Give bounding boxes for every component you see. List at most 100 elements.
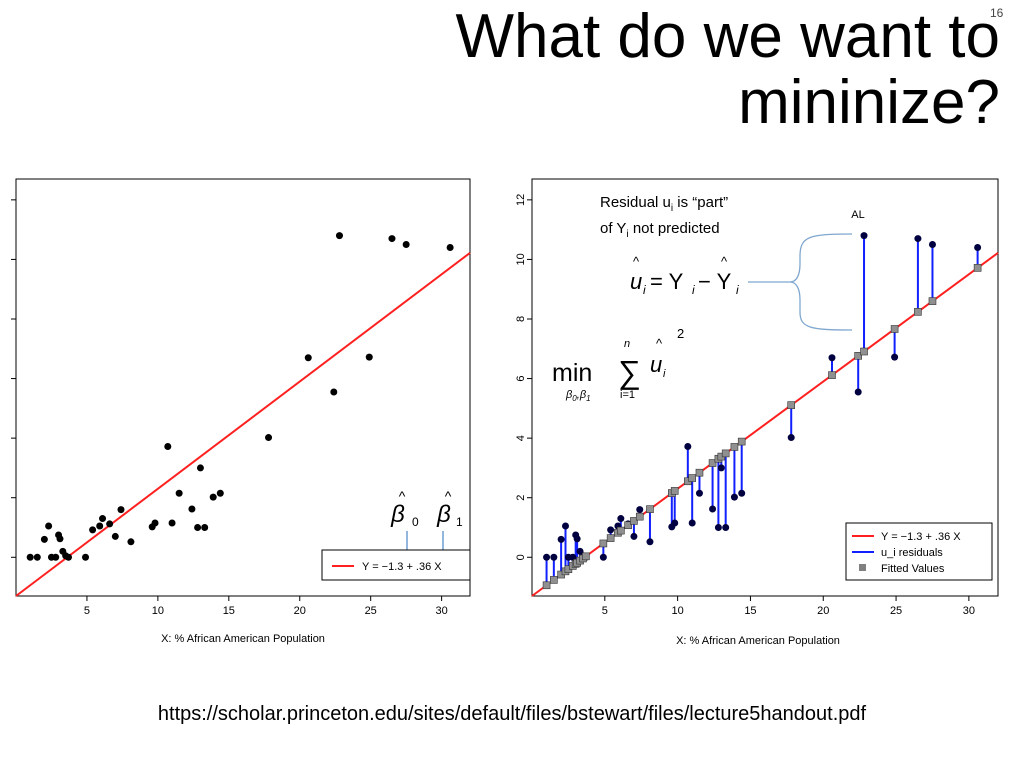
data-point — [335, 232, 343, 240]
data-point — [599, 553, 607, 561]
beta1-annotation: ^ β 1 — [436, 488, 463, 560]
x-tick-label: 10 — [672, 605, 684, 617]
data-point — [52, 553, 60, 561]
beta1-symbol: β — [436, 501, 451, 528]
fitted-value — [708, 459, 717, 467]
data-point — [365, 353, 373, 361]
data-point — [860, 232, 868, 240]
fitted-value — [730, 443, 739, 451]
fitted-value — [670, 487, 679, 495]
data-point — [695, 489, 703, 497]
al-label: AL — [851, 209, 864, 221]
title-line-2: mininize? — [738, 68, 1000, 137]
beta1-sub: 1 — [456, 515, 463, 529]
data-point — [196, 464, 204, 472]
y-tick-label: 4 — [515, 435, 527, 441]
legend-fit-label: Y = −1.3 + .36 X — [881, 531, 961, 543]
data-point — [646, 538, 654, 546]
y-tick-label: 10 — [515, 253, 527, 265]
beta1-hat: ^ — [445, 488, 452, 504]
residual-equation: ^ u i = Y i ^ − Y i — [630, 254, 790, 297]
fitted-value — [635, 512, 644, 521]
data-point — [194, 523, 202, 531]
x-tick-label: 15 — [223, 605, 235, 617]
fitted-value — [721, 449, 730, 458]
x-tick-label: 5 — [602, 605, 608, 617]
data-point — [738, 489, 746, 497]
data-point — [854, 388, 862, 396]
beta0-hat: ^ — [399, 488, 406, 504]
x-tick-label: 5 — [84, 605, 90, 617]
sum-lower: i=1 — [620, 389, 635, 401]
data-point — [304, 354, 312, 362]
regression-line — [15, 252, 471, 597]
fitted-value — [860, 347, 868, 356]
fitted-value — [550, 576, 558, 584]
residual-brace — [789, 233, 853, 331]
sum-upper: n — [624, 338, 630, 350]
data-point — [828, 354, 836, 362]
data-point — [216, 489, 224, 497]
x-tick-label: 25 — [365, 605, 377, 617]
eq-minus-y: − Y — [698, 269, 732, 294]
min-word: min — [552, 359, 592, 387]
x-tick-label: 15 — [744, 605, 756, 617]
data-point — [265, 434, 273, 442]
x-tick-label: 30 — [963, 605, 975, 617]
fitted-value — [646, 505, 654, 513]
data-point — [127, 538, 135, 546]
fitted-value — [854, 352, 863, 360]
legend-resid-label: u_i residuals — [881, 547, 943, 559]
data-point — [730, 493, 738, 501]
legend-fitted-label: Fitted Values — [881, 563, 945, 575]
fitted-value — [688, 474, 696, 482]
y-tick-label: 8 — [515, 316, 527, 322]
eq-u-sub: i — [643, 283, 646, 297]
data-point — [89, 526, 97, 534]
fitted-value — [787, 401, 796, 409]
x-tick-label: 25 — [890, 605, 902, 617]
data-point — [26, 553, 34, 561]
right-legend: Y = −1.3 + .36 X u_i residuals Fitted Va… — [845, 522, 993, 581]
fitted-value — [737, 437, 746, 446]
data-point — [99, 515, 107, 523]
fitted-value — [890, 325, 899, 333]
data-point — [928, 241, 936, 249]
source-url: https://scholar.princeton.edu/sites/defa… — [157, 703, 867, 725]
x-axis-label: X: % African American Population — [676, 635, 840, 647]
data-point — [168, 519, 176, 527]
fitted-value — [606, 534, 615, 542]
title-line-1: What do we want to — [455, 2, 1001, 71]
data-point — [45, 522, 53, 530]
slide-title: What do we want to mininize? — [300, 2, 1001, 137]
sum-u-hat: ^ — [656, 336, 663, 351]
data-point — [388, 235, 396, 243]
fitted-value — [617, 526, 625, 535]
y-tick-label: 6 — [515, 376, 527, 382]
data-point — [82, 553, 90, 561]
residual-text-line2: of Yi not predicted — [600, 220, 720, 240]
eq-u: u — [630, 269, 642, 294]
data-point — [111, 532, 119, 540]
eq-u-hat: ^ — [633, 254, 640, 269]
legend-label: Y = −1.3 + .36 X — [362, 561, 442, 573]
sum-power: 2 — [677, 326, 684, 341]
data-point — [164, 442, 172, 450]
residual-annotation: Residual ui is “part” of Yi not predicte… — [600, 194, 728, 240]
sum-u: u — [650, 352, 662, 377]
x-tick-label: 20 — [294, 605, 306, 617]
data-point — [33, 553, 41, 561]
data-point — [40, 535, 48, 543]
data-point — [175, 489, 183, 497]
data-point — [630, 532, 638, 540]
data-point — [117, 506, 125, 514]
data-point — [714, 523, 722, 531]
min-subscript: β0,β1 — [565, 389, 591, 403]
data-point — [446, 244, 454, 252]
x-axis-label: X: % African American Population — [161, 633, 325, 645]
y-tick-label: 2 — [515, 495, 527, 501]
data-point — [557, 535, 565, 543]
data-point — [709, 505, 717, 513]
beta0-symbol: β — [390, 501, 405, 528]
data-point — [402, 241, 410, 249]
